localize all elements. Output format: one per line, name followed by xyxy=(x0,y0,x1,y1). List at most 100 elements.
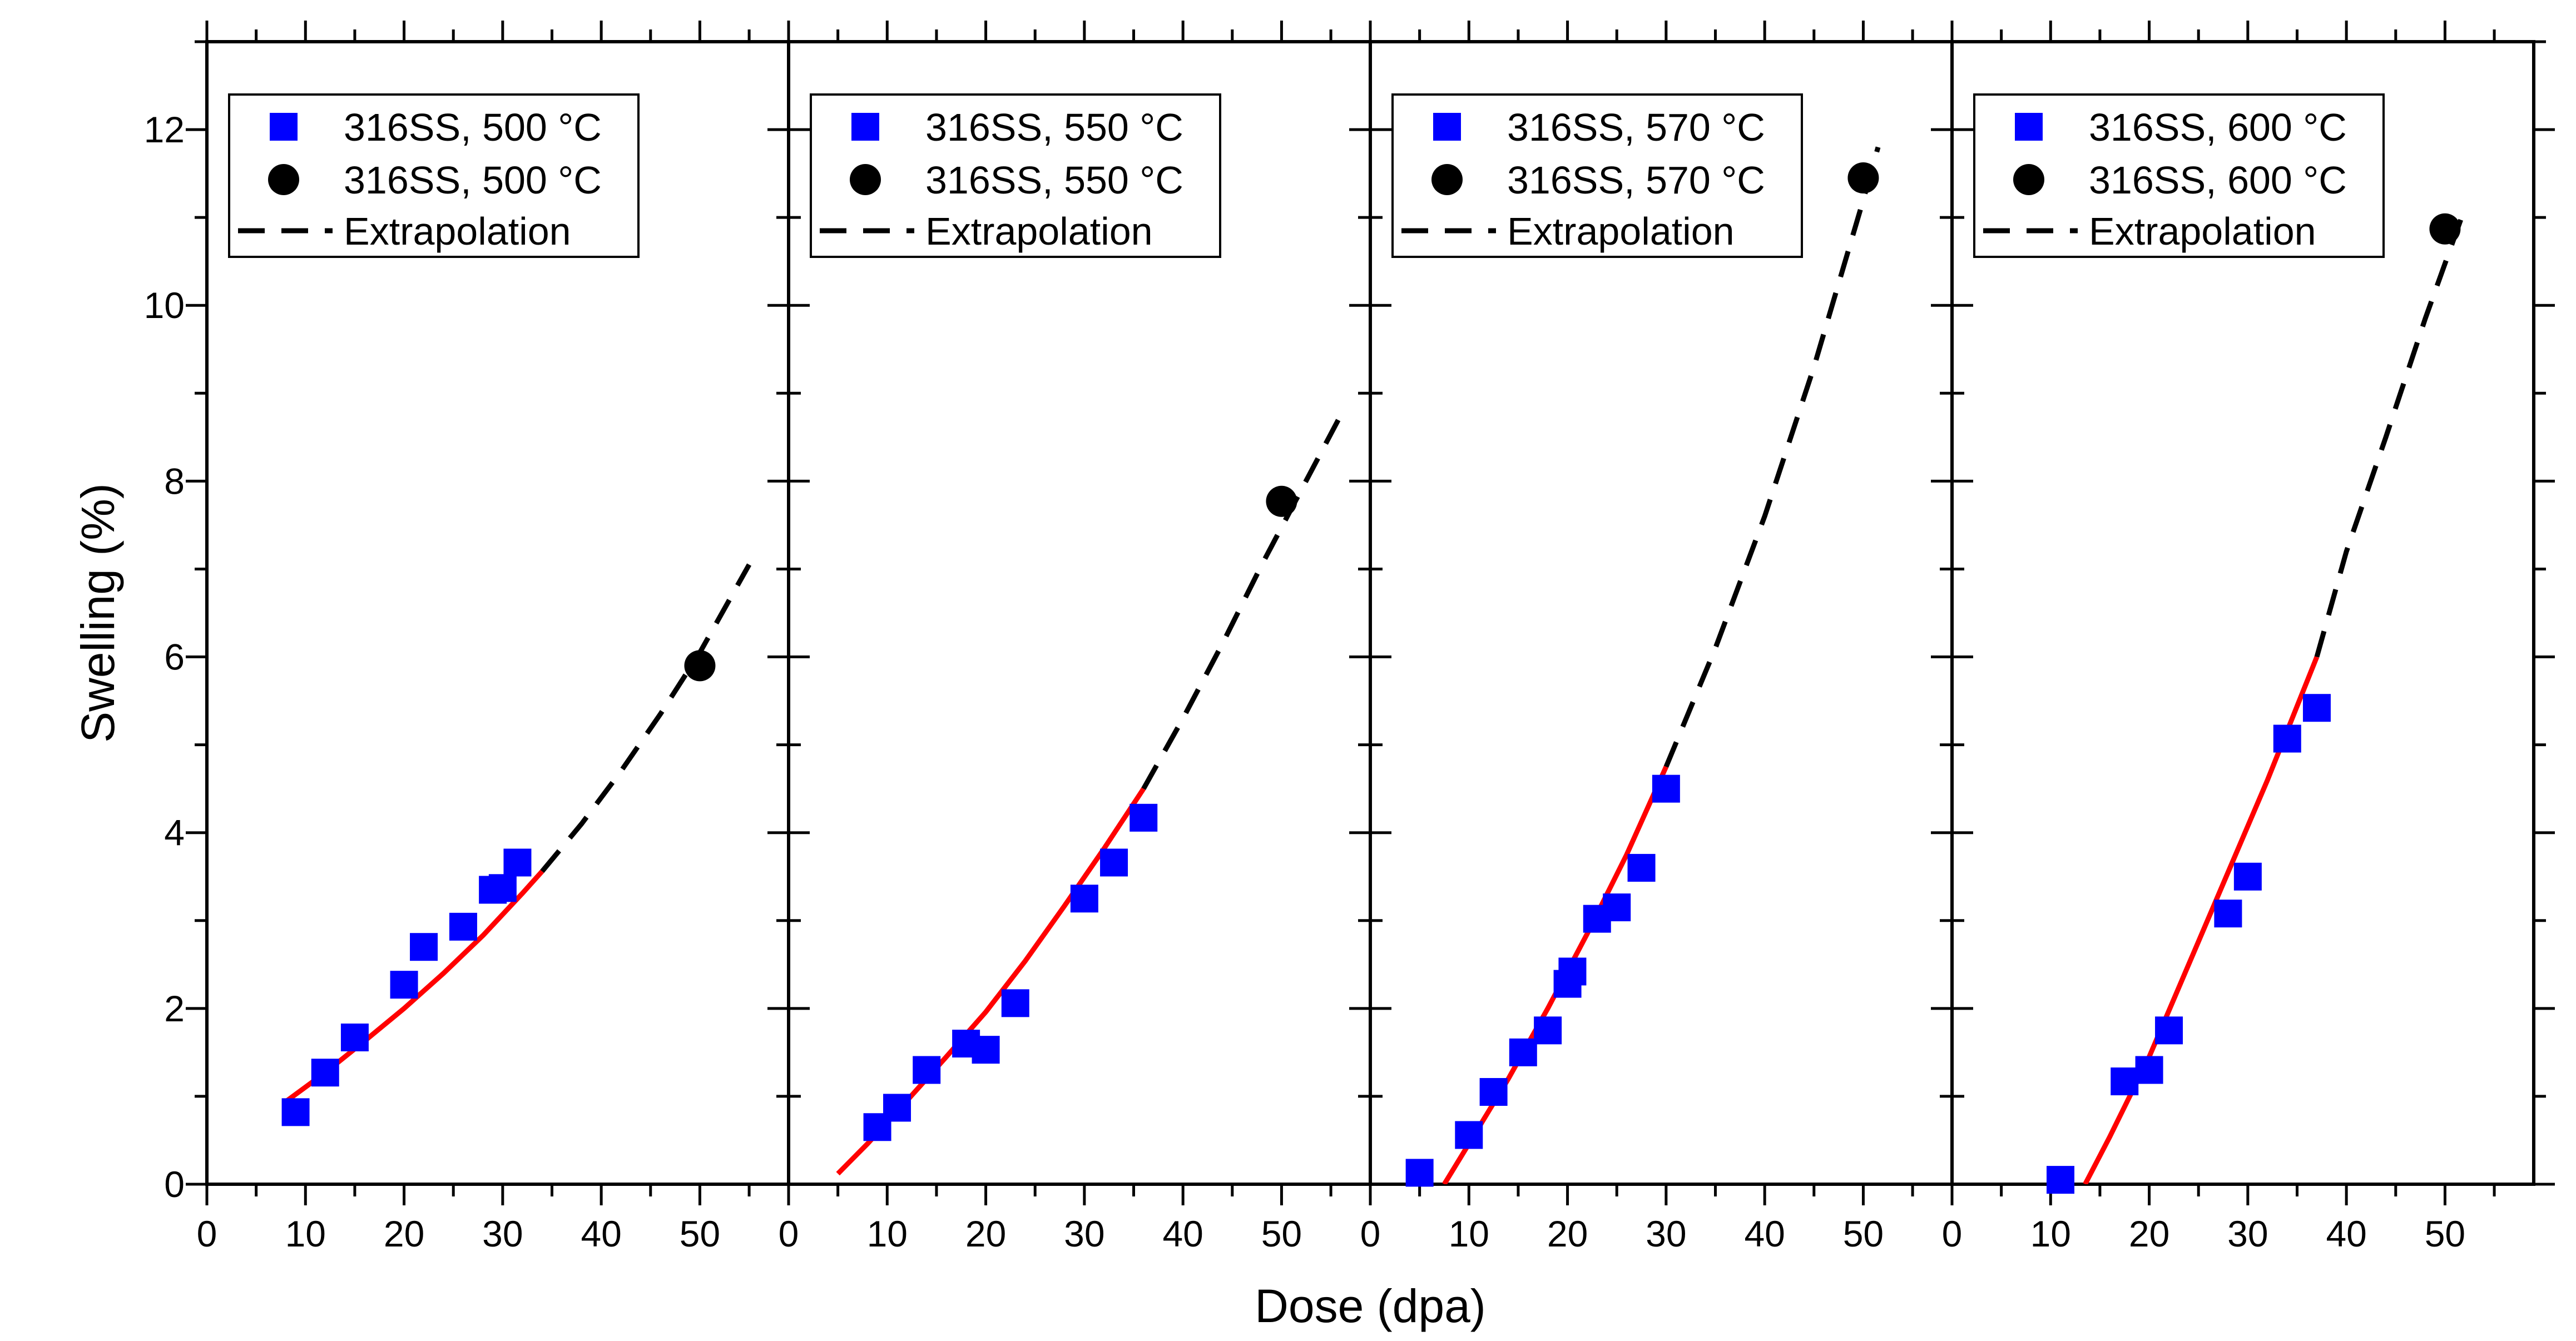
legend: 316SS, 550 °C 316SS, 550 °C Extrapolation xyxy=(810,93,1221,258)
y-tick-label: 6 xyxy=(164,637,185,678)
data-point-square xyxy=(311,1059,339,1087)
data-point-square xyxy=(1603,893,1631,922)
legend-circle-symbol xyxy=(850,164,881,195)
data-point-circle xyxy=(1847,162,1879,194)
data-point-square xyxy=(1652,774,1680,803)
data-point-square xyxy=(972,1036,1000,1064)
legend-label: 316SS, 500 °C xyxy=(344,106,602,149)
data-point-square xyxy=(281,1098,310,1126)
extrapolation-curve xyxy=(1141,414,1343,790)
x-tick-label: 20 xyxy=(384,1213,424,1254)
data-point-square xyxy=(1455,1121,1483,1149)
x-tick-label: 20 xyxy=(2129,1213,2169,1254)
data-point-circle xyxy=(1266,485,1297,517)
x-tick-label: 0 xyxy=(197,1213,217,1254)
legend-label: 316SS, 550 °C xyxy=(925,158,1183,202)
x-tick-label: 50 xyxy=(2425,1213,2465,1254)
legend-square-symbol xyxy=(2015,113,2043,141)
legend: 316SS, 500 °C 316SS, 500 °C Extrapolation xyxy=(228,93,640,258)
y-tick-label: 2 xyxy=(164,988,185,1029)
x-tick-label: 40 xyxy=(2326,1213,2366,1254)
x-tick-label: 10 xyxy=(1449,1213,1489,1254)
panel-2: 0 10 20 30 40 50 316SS, 550 °C 316SS, 550 °C Ext… xyxy=(767,21,1391,1254)
data-point-square xyxy=(1479,1078,1508,1106)
x-tick-label: 30 xyxy=(2227,1213,2268,1254)
data-point-square xyxy=(2214,900,2242,928)
data-point-square xyxy=(449,912,477,941)
x-tick-label: 40 xyxy=(1162,1213,1203,1254)
data-point-square xyxy=(503,848,532,877)
data-point-circle xyxy=(2429,213,2461,245)
legend-label: 316SS, 600 °C xyxy=(2089,106,2347,149)
legend-square-symbol xyxy=(851,113,879,141)
x-tick-label: 30 xyxy=(1064,1213,1104,1254)
data-point-square xyxy=(340,1024,369,1052)
data-point-square xyxy=(1070,885,1098,913)
legend-circle-symbol xyxy=(268,164,299,195)
data-point-square xyxy=(2233,862,2262,891)
data-point-square xyxy=(2111,1067,2139,1096)
extrapolation-curve xyxy=(2314,207,2468,658)
panel-3: 0 10 20 30 40 50 316SS, 570 °C 316SS, 570 °C Ext… xyxy=(1349,21,1973,1254)
legend-label: 316SS, 500 °C xyxy=(344,158,602,202)
data-point-square xyxy=(1627,853,1656,882)
panel-frame xyxy=(1950,40,2535,1186)
x-tick-label: 0 xyxy=(1360,1213,1381,1254)
legend-label: 316SS, 570 °C xyxy=(1507,106,1765,149)
data-point-square xyxy=(1130,803,1158,832)
panel-1: 0 10 20 30 40 50 316SS, 500 °C 316SS, 500 °C Ext… xyxy=(186,21,810,1254)
data-point-square xyxy=(1534,1016,1562,1045)
data-point-square xyxy=(1001,989,1029,1017)
legend: 316SS, 600 °C 316SS, 600 °C Extrapolation xyxy=(1973,93,2385,258)
data-point-circle xyxy=(684,650,716,682)
x-tick-label: 30 xyxy=(1646,1213,1686,1254)
data-point-square xyxy=(2273,724,2301,753)
legend-label: Extrapolation xyxy=(344,210,571,253)
x-tick-label: 50 xyxy=(1261,1213,1302,1254)
data-point-square xyxy=(1509,1038,1537,1066)
data-point-square xyxy=(883,1094,911,1122)
x-tick-label: 0 xyxy=(779,1213,799,1254)
data-point-square xyxy=(2302,694,2331,722)
data-point-square xyxy=(488,874,517,902)
y-tick-label: 12 xyxy=(144,109,185,150)
x-tick-label: 30 xyxy=(482,1213,523,1254)
x-tick-label: 40 xyxy=(581,1213,621,1254)
data-point-square xyxy=(1100,848,1128,877)
x-tick-label: 40 xyxy=(1744,1213,1785,1254)
legend-label: Extrapolation xyxy=(2089,210,2316,253)
x-tick-label: 20 xyxy=(1547,1213,1588,1254)
x-tick-label: 10 xyxy=(2030,1213,2071,1254)
y-tick-label: 10 xyxy=(144,285,185,326)
x-tick-label: 0 xyxy=(1942,1213,1963,1254)
legend-circle-symbol xyxy=(2013,164,2044,195)
x-axis-title: Dose (dpa) xyxy=(1255,1280,1486,1332)
x-tick-label: 50 xyxy=(680,1213,720,1254)
data-point-square xyxy=(1558,957,1587,986)
data-point-square xyxy=(2155,1016,2183,1045)
legend: 316SS, 570 °C 316SS, 570 °C Extrapolation xyxy=(1391,93,1803,258)
legend-label: 316SS, 550 °C xyxy=(925,106,1183,149)
legend-circle-symbol xyxy=(1431,164,1463,195)
legend-label: 316SS, 570 °C xyxy=(1507,158,1765,202)
data-point-square xyxy=(913,1056,941,1084)
data-point-square xyxy=(410,933,438,961)
data-point-square xyxy=(1405,1159,1434,1187)
y-axis-title: Swelling (%) xyxy=(72,483,124,743)
x-tick-label: 50 xyxy=(1843,1213,1884,1254)
y-tick-label: 8 xyxy=(164,460,185,501)
x-tick-label: 10 xyxy=(285,1213,326,1254)
legend-square-symbol xyxy=(270,113,298,141)
data-point-square xyxy=(2047,1166,2075,1194)
legend-square-symbol xyxy=(1433,113,1461,141)
legend-label: 316SS, 600 °C xyxy=(2089,158,2347,202)
legend-label: Extrapolation xyxy=(925,210,1153,253)
x-tick-label: 10 xyxy=(867,1213,908,1254)
panel-4: 0 10 20 30 40 50 316SS, 600 °C 316SS, 600 °C Ext… xyxy=(1931,21,2555,1254)
fit-curve xyxy=(2083,655,2320,1184)
extrapolation-curve xyxy=(540,563,752,873)
data-point-square xyxy=(2135,1056,2163,1084)
y-tick-label: 4 xyxy=(164,812,185,853)
x-tick-label: 20 xyxy=(965,1213,1006,1254)
